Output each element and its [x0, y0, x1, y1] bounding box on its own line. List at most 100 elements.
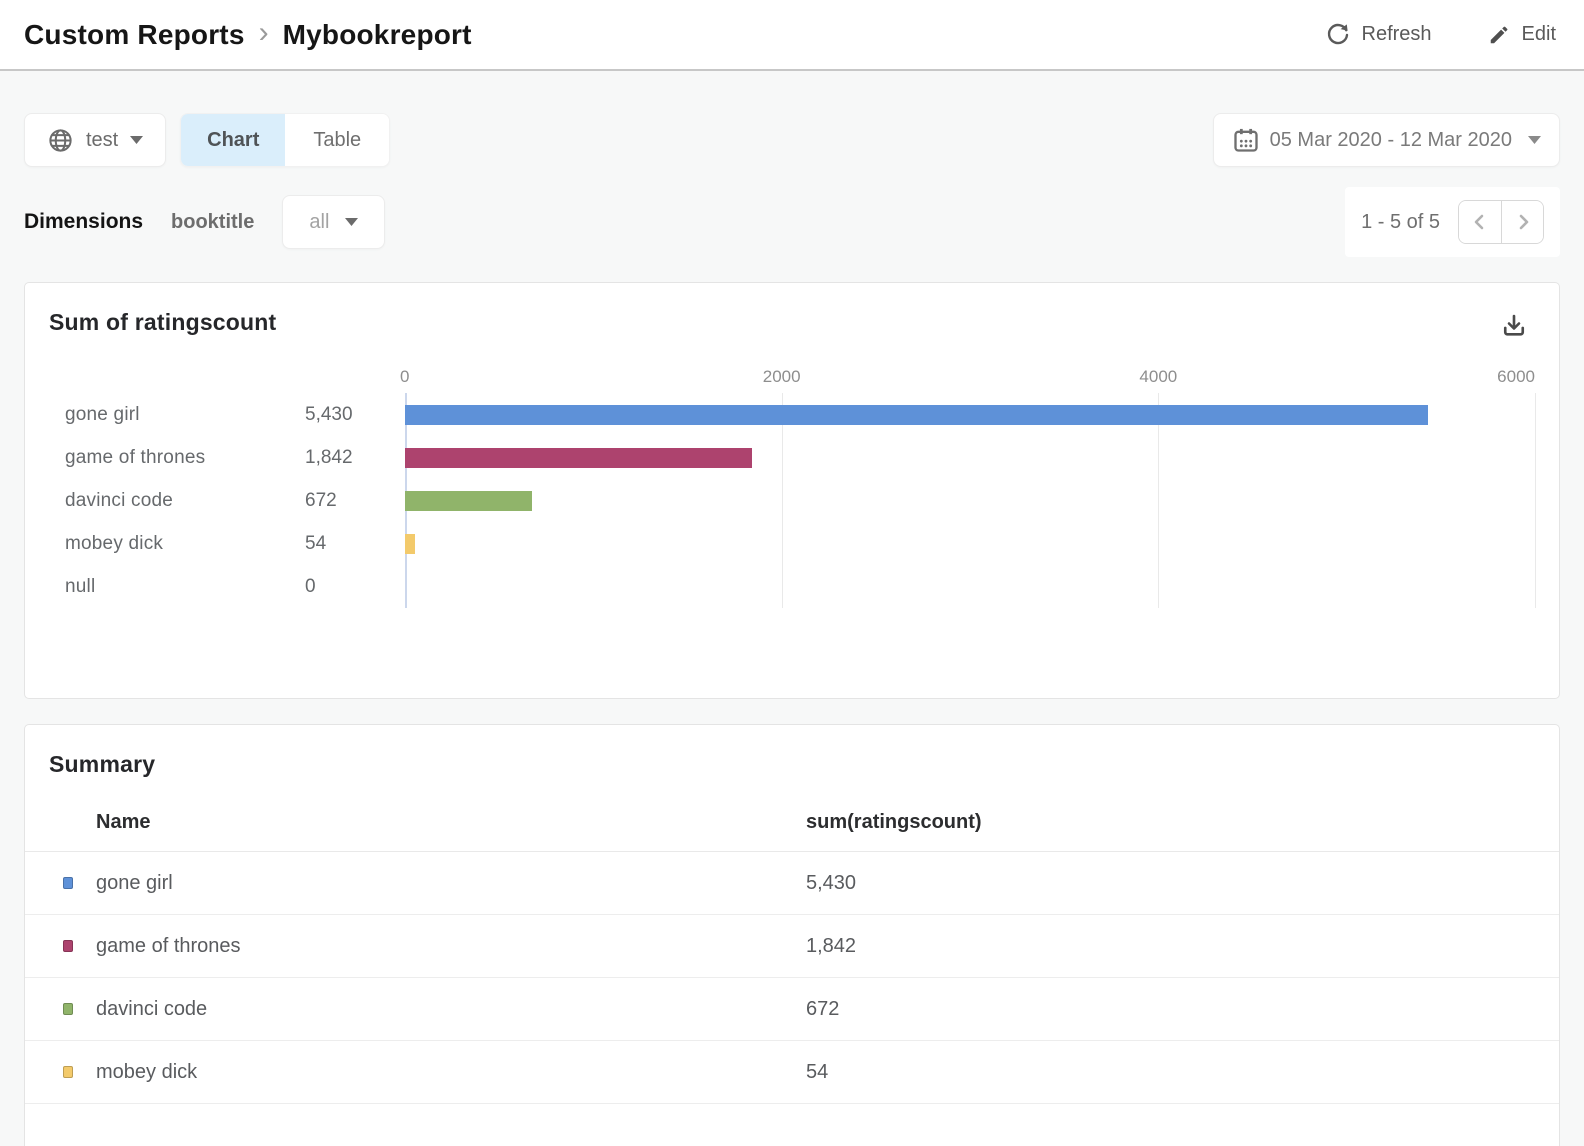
chart-bar-row — [405, 522, 1535, 565]
caret-down-icon — [130, 136, 144, 144]
download-icon — [1499, 311, 1529, 341]
row-name-label: game of thrones — [96, 934, 241, 957]
pagination: 1 - 5 of 5 — [1345, 187, 1560, 257]
chart-category-label: gone girl — [65, 403, 140, 425]
bar-chart: 0 2000 4000 6000 gone girl 5,430 game of thro… — [49, 367, 1536, 608]
edit-label: Edit — [1521, 23, 1556, 45]
chart-bar-row — [405, 436, 1535, 479]
summary-table-body: gone girl 5,430 game of thrones 1,842 davinc… — [25, 852, 1559, 1104]
table-row[interactable]: mobey dick 54 — [25, 1041, 1559, 1104]
row-value-cell: 54 — [806, 1060, 829, 1083]
table-row[interactable]: davinci code 672 — [25, 978, 1559, 1041]
chart-title: Sum of ratingscount — [49, 309, 277, 335]
gridline — [781, 393, 783, 608]
legend-swatch — [63, 877, 73, 889]
chart-category-row: game of thrones 1,842 — [49, 436, 405, 479]
scope-dropdown[interactable]: test — [24, 113, 167, 167]
chart-x-axis: 0 2000 4000 6000 — [400, 367, 1535, 391]
chart-category-row: gone girl 5,430 — [49, 393, 405, 436]
table-row[interactable]: game of thrones 1,842 — [25, 915, 1559, 978]
chart-bar-row — [405, 565, 1535, 608]
table-row[interactable]: gone girl 5,430 — [25, 852, 1559, 915]
chart-plot-area — [405, 393, 1536, 608]
x-axis-tick: 2000 — [762, 367, 801, 386]
controls-row: test Chart Table 05 Mar 2020 - 12 Mar 20… — [24, 113, 1560, 167]
dimension-field-booktitle: booktitle — [171, 210, 255, 233]
chevron-right-icon: › — [258, 15, 269, 49]
view-toggle: Chart Table — [180, 113, 391, 167]
chart-bar[interactable] — [405, 533, 416, 554]
breadcrumb-report-title: Mybookreport — [282, 18, 472, 50]
date-range-picker[interactable]: 05 Mar 2020 - 12 Mar 2020 — [1212, 113, 1560, 167]
breadcrumb-custom-reports[interactable]: Custom Reports — [24, 18, 245, 50]
chart-value-label: 1,842 — [305, 446, 353, 468]
chart-card: Sum of ratingscount 0 2000 4000 6000 gone g… — [24, 282, 1560, 699]
caret-down-icon — [1528, 136, 1541, 144]
refresh-icon — [1326, 23, 1350, 47]
chart-bar[interactable] — [405, 404, 1428, 425]
legend-swatch — [63, 1066, 73, 1078]
row-name-cell: davinci code — [25, 998, 806, 1021]
chart-category-row: mobey dick 54 — [49, 522, 405, 565]
row-value-cell: 672 — [806, 997, 840, 1020]
chevron-right-icon — [1511, 210, 1535, 234]
calendar-icon — [1232, 126, 1260, 154]
chart-category-label: davinci code — [65, 489, 174, 511]
header-actions: Refresh Edit — [1326, 23, 1556, 47]
chart-category-label: null — [65, 575, 96, 597]
scope-label: test — [86, 128, 119, 151]
summary-card: Summary Name sum(ratingscount) gone girl… — [24, 724, 1560, 1146]
globe-icon — [47, 127, 74, 154]
caret-down-icon — [345, 218, 359, 226]
dimension-filter-value: all — [309, 210, 330, 233]
legend-swatch — [63, 940, 73, 952]
chart-category-row: null 0 — [49, 565, 405, 608]
gridline — [1535, 393, 1536, 608]
row-name-label: gone girl — [96, 871, 173, 894]
summary-title: Summary — [49, 751, 156, 777]
chart-value-label: 5,430 — [305, 403, 353, 425]
refresh-label: Refresh — [1361, 23, 1432, 45]
edit-button[interactable]: Edit — [1488, 23, 1556, 46]
column-header-name: Name — [96, 811, 151, 833]
chart-bar-row — [405, 393, 1535, 436]
summary-table-header: Name sum(ratingscount) — [25, 794, 1559, 852]
pagination-prev-button[interactable] — [1459, 201, 1501, 243]
chart-category-row: davinci code 672 — [49, 479, 405, 522]
summary-table: Name sum(ratingscount) gone girl 5,430 gam… — [25, 794, 1559, 1104]
legend-swatch — [63, 1003, 73, 1015]
chart-bar[interactable] — [405, 490, 532, 511]
refresh-button[interactable]: Refresh — [1326, 23, 1432, 47]
dimensions-label: Dimensions — [24, 210, 144, 233]
row-value-cell: 5,430 — [806, 871, 857, 894]
pencil-icon — [1488, 24, 1510, 46]
top-header: Custom Reports › Mybookreport Refresh Ed… — [0, 0, 1584, 71]
chart-category-labels: gone girl 5,430 game of thrones 1,842 davinc… — [49, 393, 405, 608]
x-axis-tick: 4000 — [1139, 367, 1178, 386]
dimension-filter-dropdown[interactable]: all — [282, 195, 386, 249]
row-name-cell: gone girl — [25, 872, 806, 895]
row-name-label: davinci code — [96, 997, 208, 1020]
gridline — [1158, 393, 1160, 608]
tab-table[interactable]: Table — [285, 114, 390, 166]
pagination-range: 1 - 5 of 5 — [1361, 210, 1440, 233]
x-axis-tick: 6000 — [1497, 367, 1535, 386]
pagination-next-button[interactable] — [1501, 201, 1543, 243]
chart-value-label: 672 — [305, 489, 337, 511]
date-range-label: 05 Mar 2020 - 12 Mar 2020 — [1269, 128, 1512, 151]
row-name-cell: mobey dick — [25, 1061, 806, 1084]
column-header-sum: sum(ratingscount) — [806, 811, 982, 833]
dimensions-row: Dimensions booktitle all 1 - 5 of 5 — [24, 187, 1560, 257]
breadcrumb: Custom Reports › Mybookreport — [24, 15, 472, 51]
row-value-cell: 1,842 — [806, 934, 857, 957]
chart-value-label: 0 — [305, 575, 316, 597]
x-axis-tick: 0 — [400, 367, 410, 386]
chart-bar[interactable] — [405, 447, 752, 468]
chart-category-label: mobey dick — [65, 532, 164, 554]
chart-bar-row — [405, 479, 1535, 522]
download-button[interactable] — [1497, 309, 1531, 343]
chart-value-label: 54 — [305, 532, 327, 554]
chart-category-label: game of thrones — [65, 446, 206, 468]
row-name-label: mobey dick — [96, 1060, 198, 1083]
tab-chart[interactable]: Chart — [181, 114, 286, 166]
